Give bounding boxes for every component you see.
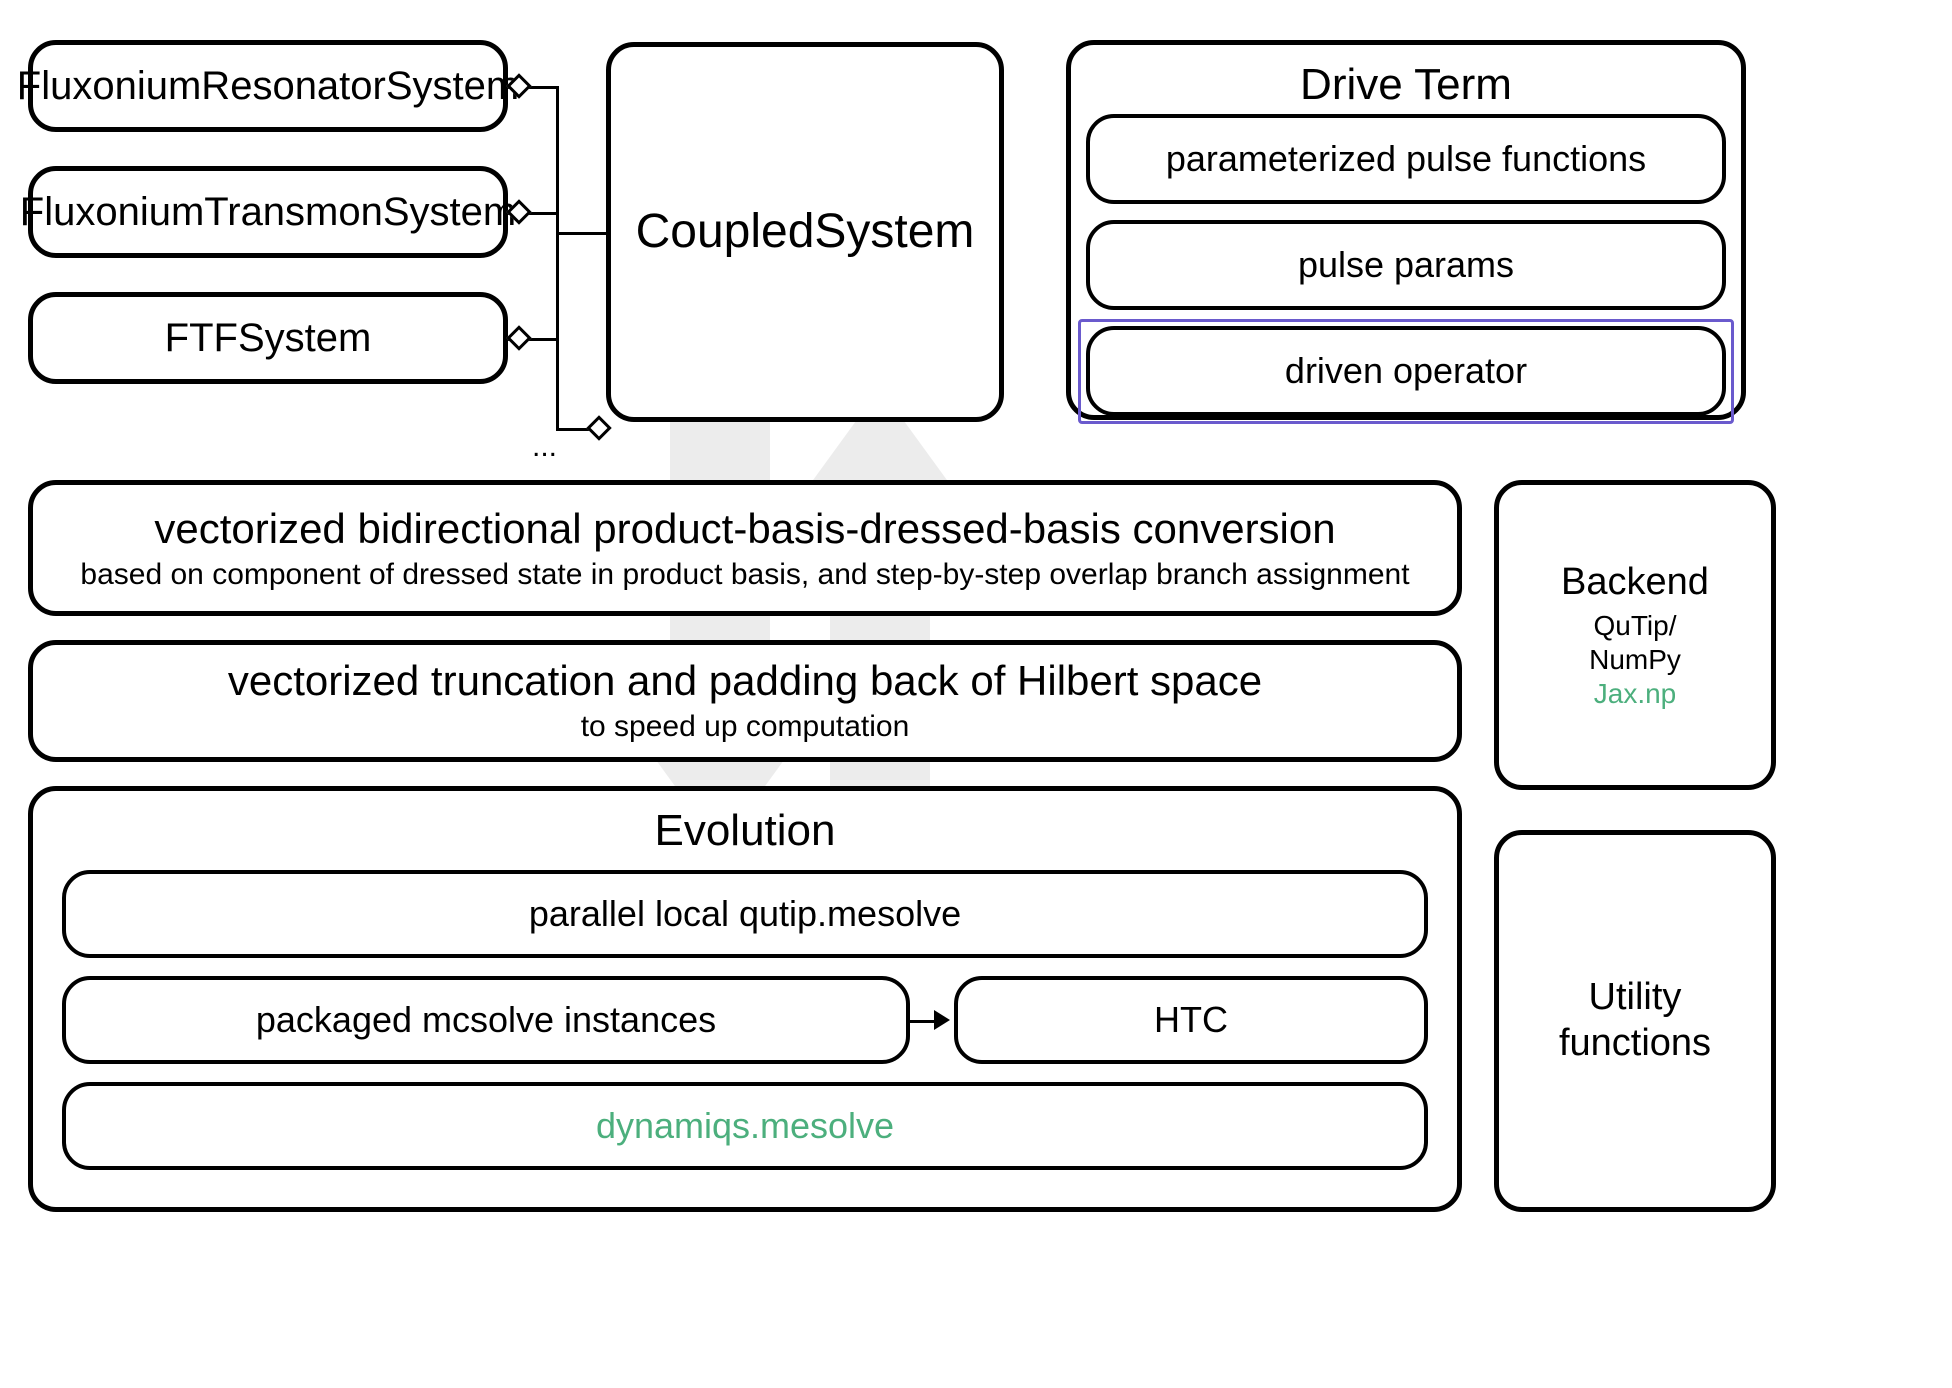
backend-line2: NumPy bbox=[1589, 643, 1681, 677]
label: parameterized pulse functions bbox=[1166, 137, 1646, 180]
diamond-icon bbox=[506, 325, 531, 350]
arrow-right-icon bbox=[934, 1010, 950, 1030]
label: FTFSystem bbox=[165, 314, 372, 362]
diamond-icon bbox=[586, 415, 611, 440]
evolution-row-parallel-mesolve: parallel local qutip.mesolve bbox=[62, 870, 1428, 958]
system-ftf: FTFSystem bbox=[28, 292, 508, 384]
drive-term-item-driven-operator: driven operator bbox=[1086, 326, 1726, 416]
evolution-row-dynamiqs: dynamiqs.mesolve bbox=[62, 1082, 1428, 1170]
label: dynamiqs.mesolve bbox=[596, 1104, 894, 1147]
connector-to-coupled bbox=[556, 232, 606, 235]
label: FluxoniumResonatorSystem bbox=[17, 62, 519, 110]
truncation-title: vectorized truncation and padding back o… bbox=[228, 656, 1262, 706]
system-fluxonium-transmon: FluxoniumTransmonSystem bbox=[28, 166, 508, 258]
system-fluxonium-resonator: FluxoniumResonatorSystem bbox=[28, 40, 508, 132]
label: HTC bbox=[1154, 998, 1228, 1041]
ellipsis-label: ... bbox=[532, 430, 557, 464]
utility-title-2: functions bbox=[1559, 1021, 1711, 1067]
label: packaged mcsolve instances bbox=[256, 998, 716, 1041]
utility-title-1: Utility bbox=[1589, 975, 1682, 1021]
connector-vertical bbox=[556, 86, 559, 428]
coupled-system-box: CoupledSystem bbox=[606, 42, 1004, 422]
label: pulse params bbox=[1298, 243, 1514, 286]
backend-box: Backend QuTip/ NumPy Jax.np bbox=[1494, 480, 1776, 790]
label: FluxoniumTransmonSystem bbox=[20, 188, 516, 236]
backend-line3: Jax.np bbox=[1594, 677, 1677, 711]
conversion-subtitle: based on component of dressed state in p… bbox=[80, 555, 1409, 594]
label: parallel local qutip.mesolve bbox=[529, 892, 961, 935]
evolution-row-htc: HTC bbox=[954, 976, 1428, 1064]
label: driven operator bbox=[1285, 349, 1527, 392]
backend-line1: QuTip/ bbox=[1594, 609, 1677, 643]
conversion-title: vectorized bidirectional product-basis-d… bbox=[154, 504, 1335, 554]
evolution-title: Evolution bbox=[654, 805, 835, 858]
backend-title: Backend bbox=[1561, 560, 1709, 606]
truncation-subtitle: to speed up computation bbox=[581, 707, 910, 746]
evolution-row-mcsolve: packaged mcsolve instances bbox=[62, 976, 910, 1064]
conversion-box: vectorized bidirectional product-basis-d… bbox=[28, 480, 1462, 616]
truncation-box: vectorized truncation and padding back o… bbox=[28, 640, 1462, 762]
drive-term-item-pulse-params: pulse params bbox=[1086, 220, 1726, 310]
utility-box: Utility functions bbox=[1494, 830, 1776, 1212]
label: CoupledSystem bbox=[636, 203, 975, 261]
drive-term-title: Drive Term bbox=[1300, 59, 1512, 112]
drive-term-item-pulse-functions: parameterized pulse functions bbox=[1086, 114, 1726, 204]
